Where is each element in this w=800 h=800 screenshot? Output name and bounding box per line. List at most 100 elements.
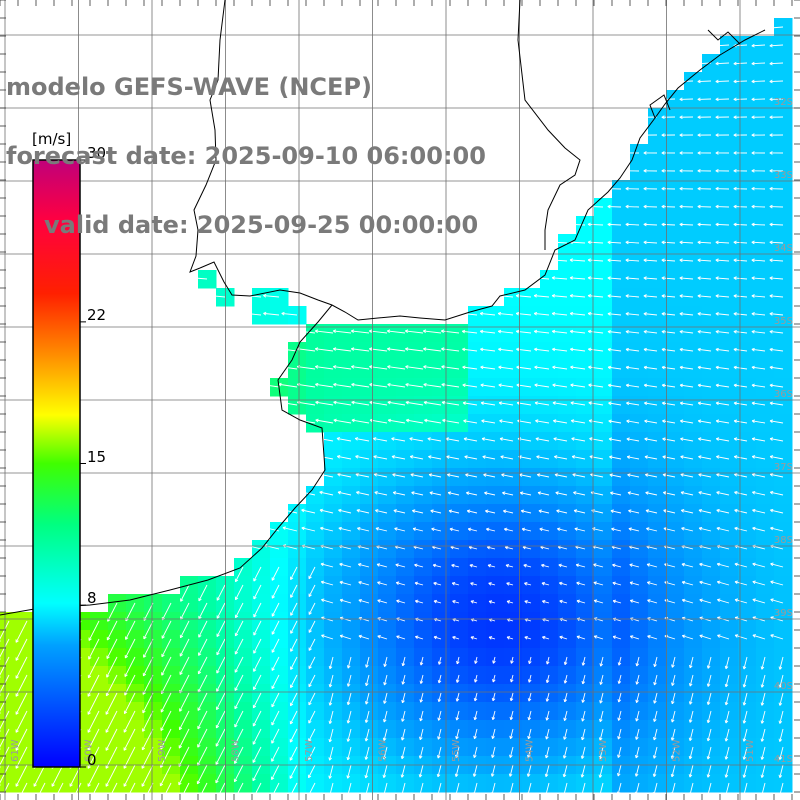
field-cell (756, 216, 775, 235)
field-cell (612, 216, 631, 235)
field-cell (558, 558, 577, 577)
field-cell (630, 558, 649, 577)
field-cell (540, 486, 559, 505)
field-cell (666, 576, 685, 595)
field-cell (360, 540, 379, 559)
field-cell (702, 594, 721, 613)
field-cell (576, 288, 595, 307)
field-cell (648, 234, 667, 253)
field-cell (486, 540, 505, 559)
field-cell (342, 576, 361, 595)
field-cell (720, 594, 739, 613)
field-cell (630, 180, 649, 199)
field-cell (396, 540, 415, 559)
field-cell (702, 504, 721, 523)
field-cell (666, 162, 685, 181)
field-cell (468, 396, 487, 415)
field-cell (576, 270, 595, 289)
field-cell (702, 288, 721, 307)
field-cell (576, 324, 595, 343)
field-cell (648, 252, 667, 271)
field-cell (630, 324, 649, 343)
field-cell (756, 432, 775, 451)
field-cell (576, 522, 595, 541)
field-cell (648, 270, 667, 289)
field-cell (702, 180, 721, 199)
field-cell (720, 504, 739, 523)
field-cell (774, 90, 793, 109)
field-cell (774, 540, 793, 559)
field-cell (414, 612, 433, 631)
field-cell (594, 252, 613, 271)
field-cell (468, 558, 487, 577)
wind-arrow (697, 115, 712, 120)
wind-arrow (769, 133, 784, 137)
field-cell (612, 342, 631, 361)
field-cell (702, 234, 721, 253)
field-cell (702, 216, 721, 235)
field-cell (702, 270, 721, 289)
field-cell (702, 378, 721, 397)
wind-arrow (769, 115, 784, 120)
field-cell (558, 540, 577, 559)
field-cell (450, 522, 469, 541)
field-cell (684, 288, 703, 307)
wind-arrow (715, 169, 730, 173)
field-cell (684, 360, 703, 379)
field-cell (684, 198, 703, 217)
field-cell (720, 540, 739, 559)
wind-arrow (697, 169, 712, 173)
field-cell (306, 378, 325, 397)
field-cell (396, 324, 415, 343)
field-cell (540, 450, 559, 469)
field-cell (774, 216, 793, 235)
field-cell (774, 270, 793, 289)
wind-arrow (751, 133, 766, 137)
field-cell (720, 54, 739, 73)
field-cell (504, 612, 523, 631)
field-cell (288, 342, 307, 361)
wind-arrow (733, 133, 748, 137)
field-cell (360, 414, 379, 433)
field-cell (612, 504, 631, 523)
field-cell (378, 576, 397, 595)
field-cell (324, 324, 343, 343)
field-cell (666, 198, 685, 217)
field-cell (414, 414, 433, 433)
wind-arrow (625, 169, 640, 173)
field-cell (738, 576, 757, 595)
field-cell (756, 414, 775, 433)
field-cell (738, 396, 757, 415)
field-cell (630, 378, 649, 397)
field-cell (702, 90, 721, 109)
field-cell (630, 450, 649, 469)
field-cell (702, 612, 721, 631)
wind-arrow (715, 79, 730, 84)
field-cell (396, 432, 415, 451)
field-cell (342, 342, 361, 361)
field-cell (504, 396, 523, 415)
field-cell (720, 180, 739, 199)
field-cell (756, 360, 775, 379)
field-cell (504, 576, 523, 595)
field-cell (702, 342, 721, 361)
field-cell (324, 594, 343, 613)
field-cell (684, 234, 703, 253)
field-cell (486, 576, 505, 595)
field-cell (738, 126, 757, 145)
field-cell (414, 396, 433, 415)
field-cell (702, 108, 721, 127)
field-cell (396, 396, 415, 415)
field-cell (684, 378, 703, 397)
field-cell (558, 630, 577, 649)
field-cell (378, 360, 397, 379)
colorbar-tick-label: 0 (87, 751, 97, 769)
field-cell (738, 594, 757, 613)
field-cell (504, 594, 523, 613)
field-cell (720, 108, 739, 127)
field-cell (756, 450, 775, 469)
field-cell (648, 450, 667, 469)
field-cell (414, 558, 433, 577)
field-cell (522, 612, 541, 631)
field-cell (522, 360, 541, 379)
